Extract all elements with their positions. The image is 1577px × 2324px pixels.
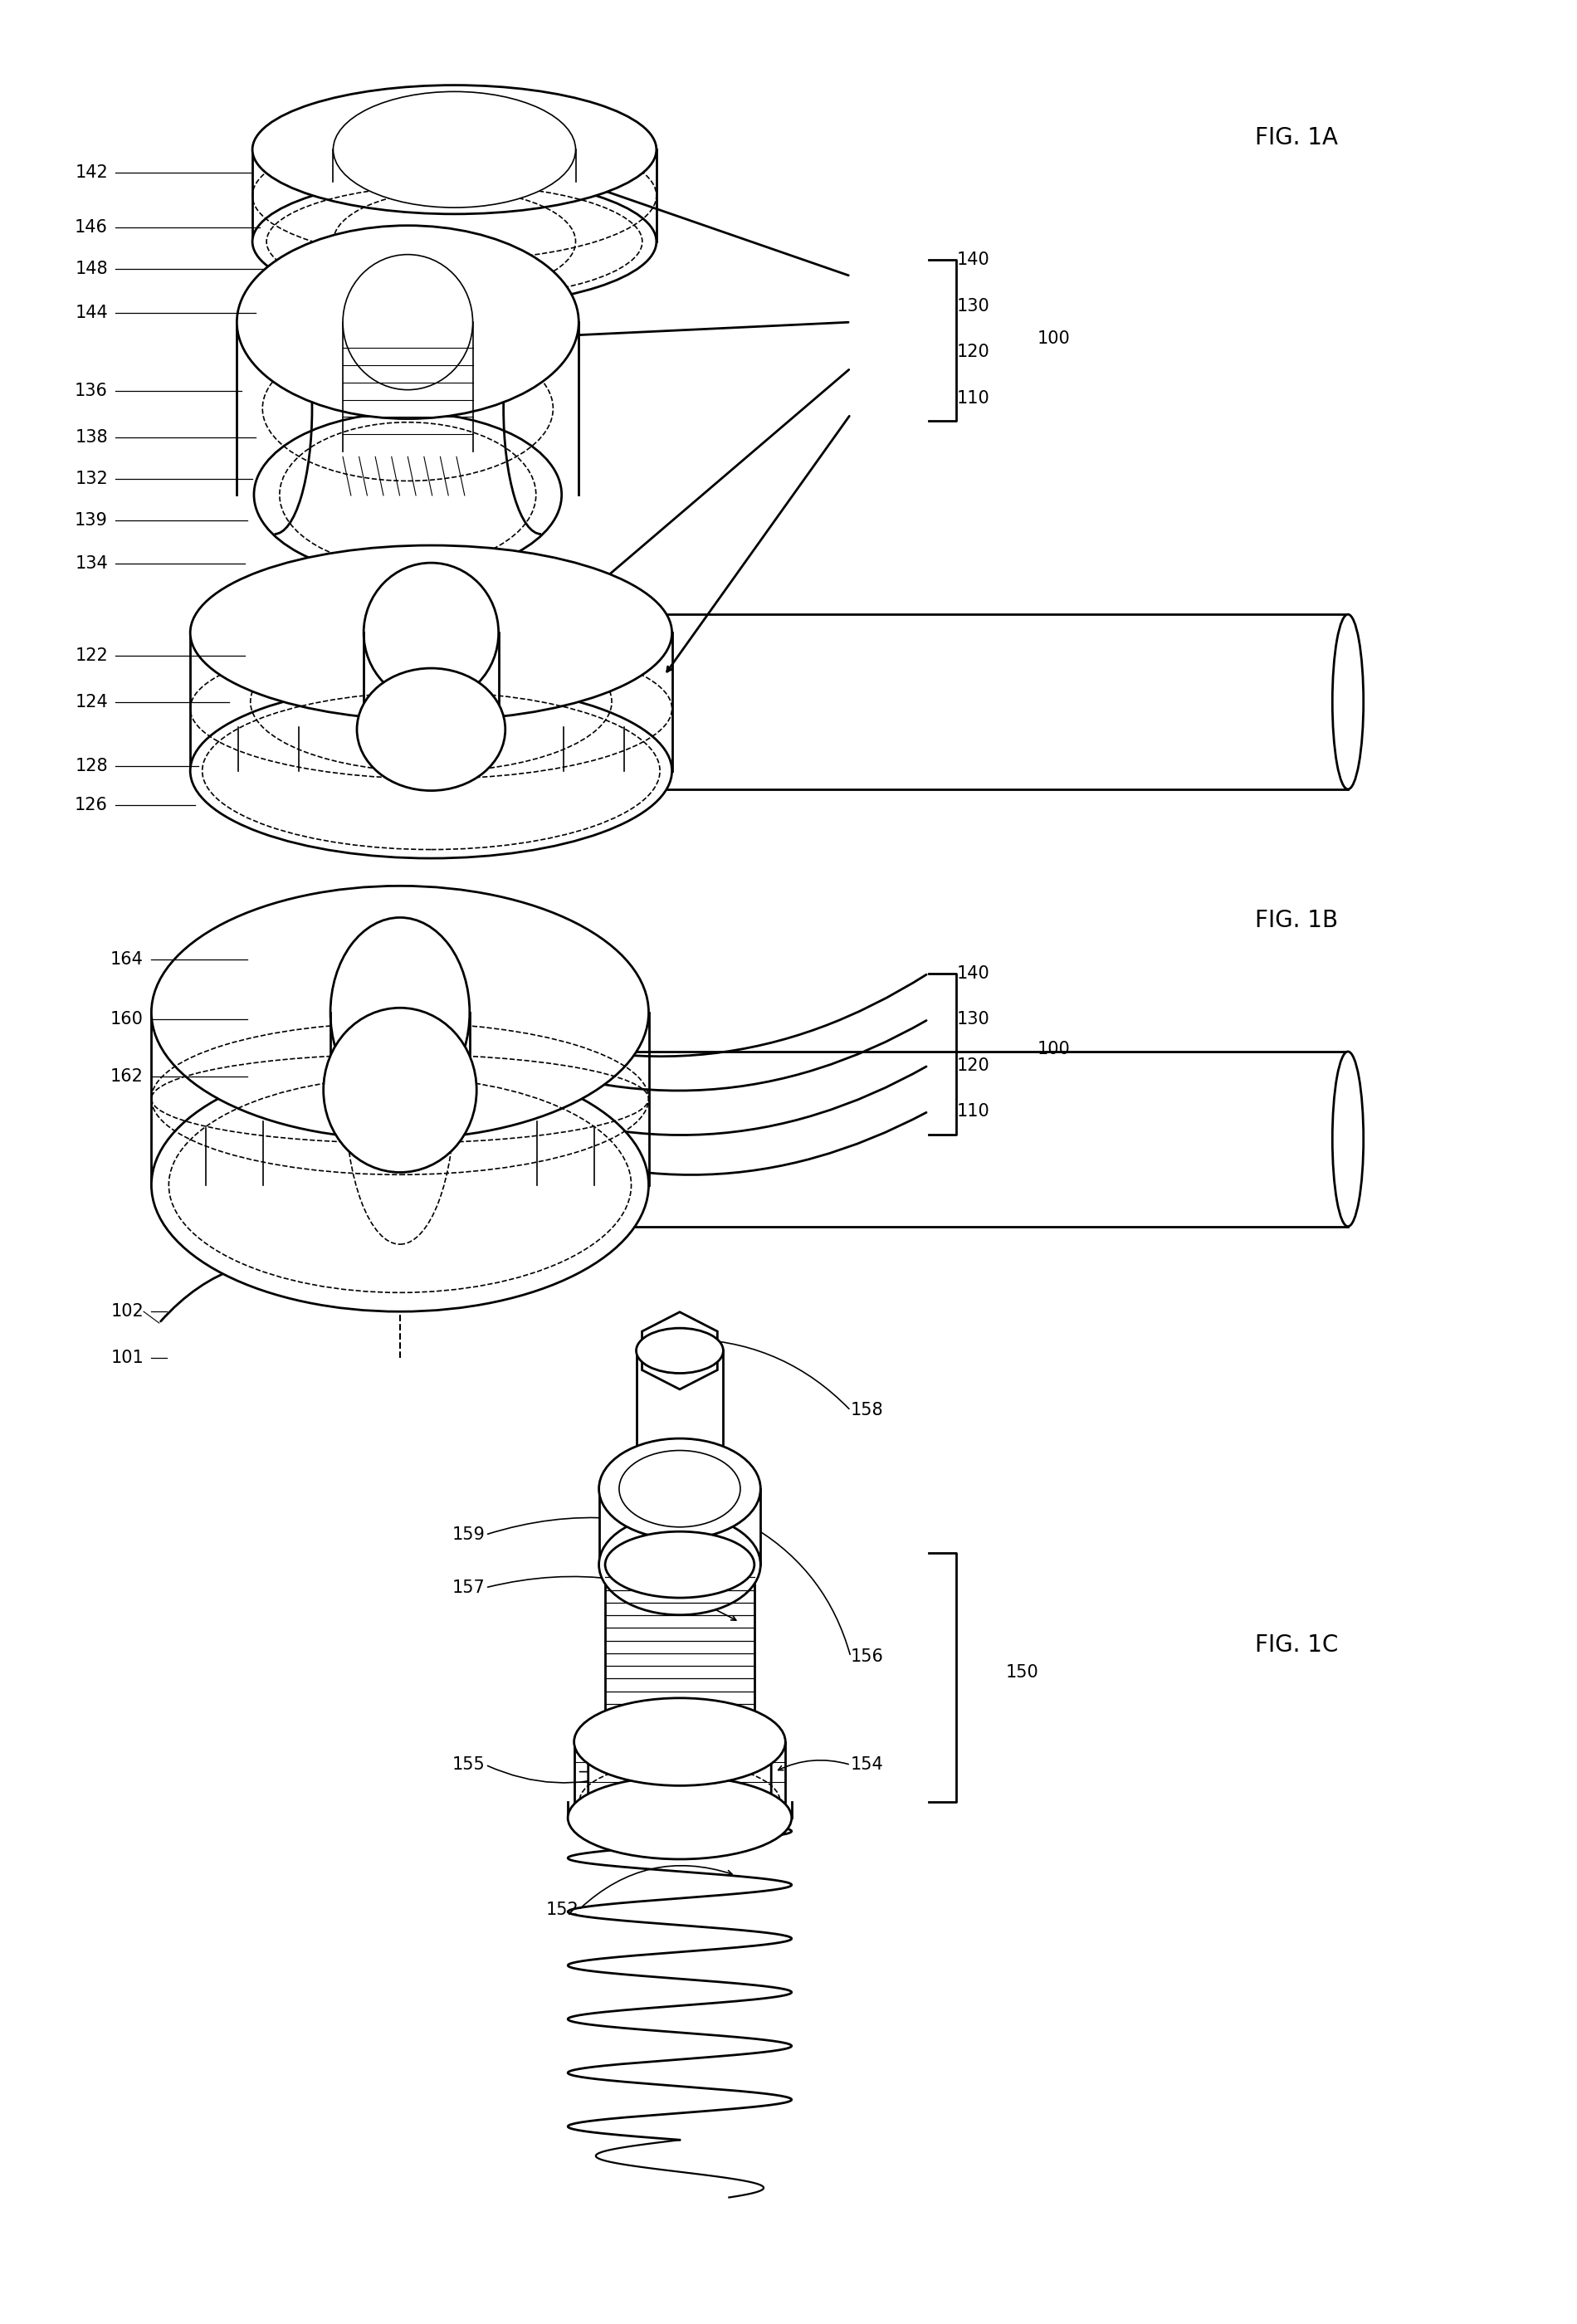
- Ellipse shape: [151, 1057, 648, 1311]
- Text: 160: 160: [110, 1011, 144, 1027]
- Text: 136: 136: [74, 383, 107, 400]
- Text: 142: 142: [74, 165, 107, 181]
- Text: 120: 120: [956, 1057, 989, 1074]
- Text: 128: 128: [76, 758, 107, 774]
- Text: 162: 162: [110, 1069, 144, 1085]
- Text: 154: 154: [850, 1757, 883, 1773]
- Text: 146: 146: [74, 218, 107, 237]
- Polygon shape: [588, 1713, 771, 1831]
- Text: 164: 164: [110, 951, 144, 967]
- Text: 120: 120: [956, 344, 989, 360]
- Text: 110: 110: [956, 390, 989, 407]
- Text: 158: 158: [850, 1401, 883, 1418]
- Ellipse shape: [356, 669, 505, 790]
- Text: 101: 101: [110, 1350, 144, 1367]
- Ellipse shape: [191, 546, 672, 720]
- Text: 100: 100: [1038, 1041, 1071, 1057]
- Ellipse shape: [1333, 1050, 1364, 1227]
- Text: 138: 138: [76, 430, 107, 446]
- Ellipse shape: [599, 1439, 760, 1538]
- Ellipse shape: [599, 1515, 760, 1615]
- Text: 130: 130: [956, 1011, 989, 1027]
- Text: 150: 150: [1006, 1664, 1039, 1680]
- Ellipse shape: [606, 1710, 754, 1773]
- Text: 126: 126: [74, 797, 107, 813]
- Text: 159: 159: [453, 1527, 486, 1543]
- Text: FIG. 1C: FIG. 1C: [1255, 1634, 1337, 1657]
- Ellipse shape: [364, 562, 498, 702]
- Text: 139: 139: [74, 511, 107, 528]
- Text: 156: 156: [850, 1648, 883, 1664]
- Ellipse shape: [636, 1327, 724, 1373]
- Text: FIG. 1A: FIG. 1A: [1255, 125, 1337, 149]
- Ellipse shape: [568, 1776, 792, 1859]
- Ellipse shape: [252, 86, 656, 214]
- Polygon shape: [599, 1490, 760, 1564]
- Text: FIG. 1B: FIG. 1B: [1255, 909, 1337, 932]
- Text: 110: 110: [956, 1104, 989, 1120]
- Ellipse shape: [237, 225, 579, 418]
- Ellipse shape: [636, 1471, 724, 1506]
- Ellipse shape: [252, 177, 656, 307]
- Ellipse shape: [151, 885, 648, 1139]
- Text: 155: 155: [453, 1757, 486, 1773]
- Text: 157: 157: [453, 1580, 486, 1597]
- Text: 140: 140: [956, 964, 989, 981]
- Ellipse shape: [342, 256, 473, 390]
- Ellipse shape: [323, 1009, 476, 1171]
- Ellipse shape: [606, 1532, 754, 1599]
- Ellipse shape: [331, 918, 470, 1106]
- Ellipse shape: [333, 91, 576, 207]
- Ellipse shape: [574, 1699, 785, 1785]
- Ellipse shape: [254, 414, 561, 576]
- Text: 152: 152: [546, 1901, 579, 1917]
- Text: 122: 122: [74, 648, 107, 665]
- Text: 124: 124: [74, 693, 107, 711]
- Text: 132: 132: [74, 469, 107, 488]
- Text: 134: 134: [74, 555, 107, 572]
- Text: 148: 148: [76, 260, 107, 277]
- Polygon shape: [642, 1313, 718, 1390]
- Ellipse shape: [1333, 614, 1364, 790]
- Text: 102: 102: [110, 1304, 144, 1320]
- Text: 140: 140: [956, 251, 989, 267]
- Text: 130: 130: [956, 297, 989, 314]
- Ellipse shape: [191, 683, 672, 858]
- Text: 100: 100: [1038, 330, 1071, 346]
- Text: 144: 144: [74, 304, 107, 321]
